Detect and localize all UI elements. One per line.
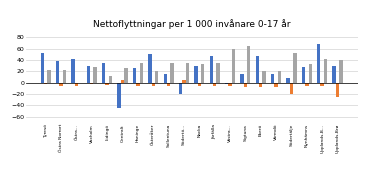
Bar	[124, 68, 128, 83]
Bar	[262, 71, 266, 83]
Bar	[56, 61, 59, 83]
Bar	[105, 83, 109, 85]
Title: Nettoflyttningar per 1 000 invånare 0-17 år: Nettoflyttningar per 1 000 invånare 0-17…	[93, 19, 291, 29]
Bar	[109, 76, 112, 83]
Bar	[102, 63, 105, 83]
Bar	[136, 83, 139, 86]
Bar	[47, 70, 51, 83]
Bar	[290, 83, 293, 94]
Bar	[302, 67, 305, 83]
Bar	[164, 74, 167, 83]
Bar	[336, 83, 339, 97]
Bar	[186, 63, 189, 83]
Bar	[278, 71, 281, 83]
Bar	[155, 71, 158, 83]
Bar	[139, 63, 143, 83]
Bar	[228, 83, 232, 86]
Bar	[75, 83, 78, 86]
Bar	[59, 83, 63, 86]
Bar	[255, 56, 259, 83]
Bar	[305, 83, 308, 86]
Bar	[170, 63, 174, 83]
Bar	[167, 83, 170, 86]
Bar	[182, 80, 186, 83]
Bar	[72, 59, 75, 83]
Bar	[293, 52, 296, 83]
Bar	[240, 74, 244, 83]
Bar	[151, 83, 155, 86]
Bar	[333, 66, 336, 83]
Bar	[148, 54, 151, 83]
Bar	[118, 83, 121, 108]
Bar	[317, 44, 320, 83]
Bar	[216, 63, 220, 83]
Bar	[133, 68, 136, 83]
Bar	[90, 83, 93, 84]
Bar	[201, 64, 204, 83]
Bar	[197, 83, 201, 86]
Bar	[225, 83, 228, 84]
Bar	[194, 66, 197, 83]
Bar	[339, 60, 343, 83]
Bar	[63, 70, 66, 83]
Bar	[232, 48, 235, 83]
Bar	[308, 64, 312, 83]
Bar	[287, 78, 290, 83]
Bar	[213, 83, 216, 86]
Bar	[41, 52, 44, 83]
Bar	[210, 56, 213, 83]
Bar	[179, 83, 182, 94]
Bar	[274, 83, 278, 87]
Bar	[121, 80, 124, 83]
Bar	[244, 83, 247, 87]
Bar	[44, 83, 47, 84]
Bar	[247, 46, 250, 83]
Bar	[324, 59, 327, 83]
Bar	[271, 74, 274, 83]
Bar	[320, 83, 324, 86]
Bar	[93, 67, 97, 83]
Bar	[259, 83, 262, 87]
Bar	[87, 66, 90, 83]
